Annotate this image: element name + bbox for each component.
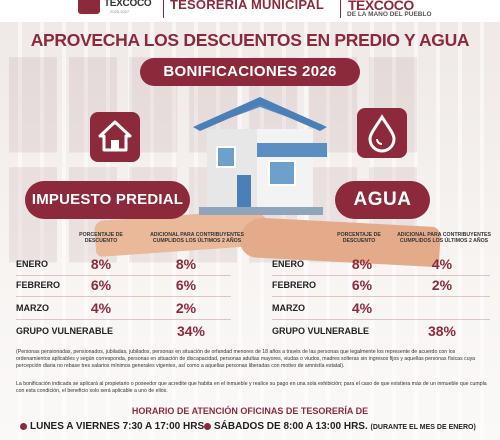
agua-row-discount: 8%	[351, 256, 373, 272]
subtitle-pill: BONIFICACIONES 2026	[140, 58, 360, 86]
house-illustration	[185, 95, 335, 220]
agua-vulnerable-row: GRUPO VULNERABLE 38%	[272, 323, 490, 343]
predial-col2-header: ADICIONAL PARA CONTRIBUYENTES CUMPLIDOS …	[150, 232, 244, 244]
agua-icon-box	[357, 108, 407, 158]
predial-row-label: FEBRERO	[16, 280, 61, 290]
agua-row-label: ENERO	[272, 259, 305, 269]
bonus-conditions-note: La bonificación indicada se aplicará al …	[16, 381, 487, 394]
header-divider	[163, 0, 164, 18]
predial-icon-box	[90, 112, 140, 162]
predial-row-discount: 6%	[90, 277, 112, 293]
agua-row: ENERO 8% 4%	[272, 256, 490, 276]
predial-row-additional: 6%	[175, 277, 197, 293]
predial-row-additional: 8%	[175, 256, 197, 272]
predial-row: ENERO 8% 8%	[16, 256, 231, 276]
agua-section-label: AGUA	[335, 181, 430, 219]
agua-row: MARZO 4%	[272, 300, 490, 320]
agua-row-additional: 2%	[431, 277, 453, 293]
header-bar: TEXCOCO 2025-2027 TESORERÍA MUNICIPAL TE…	[0, 0, 500, 22]
agua-row-additional: 4%	[431, 256, 453, 272]
saturday-hours-note: (DURANTE EL MES DE ENERO)	[370, 424, 476, 431]
saturday-hours-text: SÁBADOS DE 8:00 A 13:00 HRS.	[214, 421, 368, 432]
predial-row: FEBRERO 6% 6%	[16, 277, 231, 297]
agua-col1-header: PORCENTAJE DE DESCUENTO	[337, 232, 381, 244]
predial-col1-header: PORCENTAJE DE DESCUENTO	[79, 232, 123, 244]
agua-col2-header: ADICIONAL PARA CONTRIBUYENTES CUMPLIDOS …	[397, 232, 491, 244]
right-logo-sub: DE LA MANO DEL PUEBLO	[347, 11, 432, 18]
page-title: APROVECHA LOS DESCUENTOS EN PREDIO Y AGU…	[30, 30, 470, 50]
saturday-hours: SÁBADOS DE 8:00 A 13:00 HRS. (DURANTE EL…	[204, 421, 476, 432]
agua-row-label: MARZO	[272, 303, 305, 313]
header-divider	[340, 0, 341, 18]
right-logo-text: TEXCOCO	[348, 0, 414, 13]
predial-row-label: ENERO	[16, 259, 49, 269]
weekday-hours: LUNES A VIERNES 7:30 A 17:00 HRS	[20, 421, 204, 432]
house-icon	[98, 120, 132, 152]
office-hours-title: HORARIO DE ATENCIÓN OFICINAS DE TESORERÍ…	[131, 406, 369, 416]
tesoreria-title: TESORERÍA MUNICIPAL	[170, 0, 325, 12]
municipal-shield-logo	[78, 0, 100, 14]
agua-vulnerable-label: GRUPO VULNERABLE	[272, 326, 370, 336]
agua-row-label: FEBRERO	[272, 280, 317, 290]
predial-row-label: MARZO	[16, 303, 49, 313]
weekday-hours-text: LUNES A VIERNES 7:30 A 17:00 HRS	[30, 421, 205, 432]
agua-row-discount: 6%	[351, 277, 373, 293]
bullet-icon	[20, 422, 27, 430]
predial-row-discount: 8%	[90, 256, 112, 272]
predial-vulnerable-label: GRUPO VULNERABLE	[16, 326, 114, 336]
vulnerable-group-note: (Personas pensionadas, pensionados, jubi…	[16, 349, 476, 369]
predial-row-additional: 2%	[175, 300, 197, 316]
agua-row-discount: 4%	[351, 300, 373, 316]
left-logo-text: TEXCOCO	[104, 0, 152, 9]
predial-vulnerable-row: GRUPO VULNERABLE 34%	[16, 323, 231, 343]
bullet-icon	[204, 422, 211, 430]
predial-section-label: IMPUESTO PREDIAL	[25, 181, 190, 219]
water-drop-icon	[368, 114, 396, 153]
predial-vulnerable-value: 34%	[176, 323, 206, 339]
predial-row-discount: 4%	[90, 300, 112, 316]
agua-vulnerable-value: 38%	[427, 323, 457, 339]
predial-row: MARZO 4% 2%	[16, 300, 231, 320]
agua-row: FEBRERO 6% 2%	[272, 277, 490, 297]
left-logo-sub: 2025-2027	[110, 9, 130, 14]
